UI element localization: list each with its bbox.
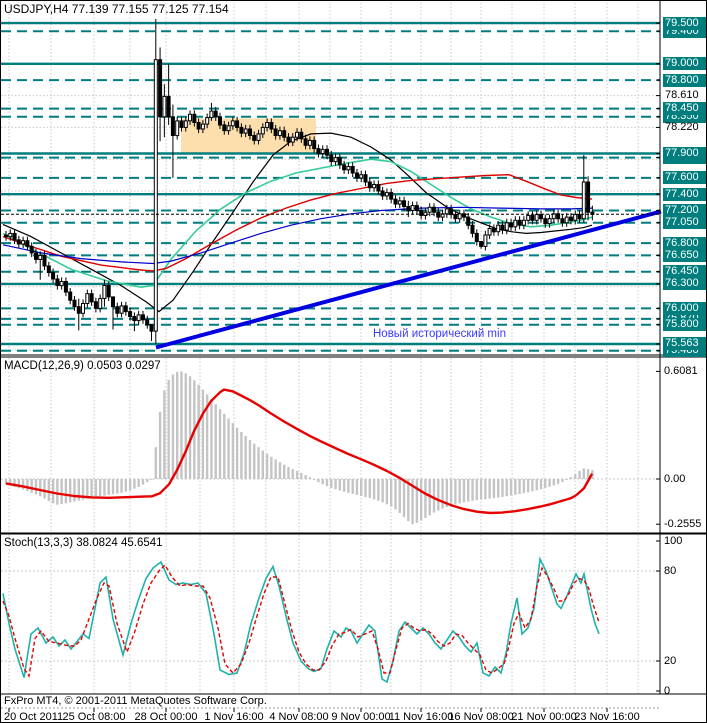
date-tick-label: 1 Nov 16:00 bbox=[204, 711, 264, 723]
stoch-scale-label: 100 bbox=[664, 535, 683, 547]
ma-black-line bbox=[2, 132, 593, 313]
macd-scale-label: -0.2555 bbox=[664, 518, 702, 530]
price-scale-label: 78.220 bbox=[665, 121, 699, 133]
stoch-indicator-label: Stoch(13,3,3) 38.0824 45.6541 bbox=[4, 537, 163, 549]
new-historic-min-annotation: Новый исторический min bbox=[373, 328, 506, 340]
price-level-label: 75.800 bbox=[663, 318, 706, 331]
stoch-main-line bbox=[2, 556, 600, 684]
date-tick-label: 9 Nov 00:00 bbox=[331, 711, 391, 723]
stoch-scale-label: 0 bbox=[664, 685, 671, 697]
stoch-signal-line bbox=[2, 563, 600, 678]
price-level-label: 76.300 bbox=[663, 277, 706, 290]
date-tick-label: 21 Nov 00:00 bbox=[511, 711, 577, 723]
price-level-label: 77.050 bbox=[663, 216, 706, 229]
candles bbox=[4, 19, 595, 344]
macd-histogram bbox=[4, 371, 594, 525]
price-level-label: 79.000 bbox=[663, 57, 706, 70]
date-tick-label: 16 Nov 08:00 bbox=[448, 711, 514, 723]
ma-red-line bbox=[2, 173, 593, 272]
copyright-text: FxPro MT4, © 2001-2011 MetaQuotes Softwa… bbox=[4, 695, 267, 707]
price-level-label: 77.900 bbox=[663, 147, 706, 160]
date-tick-label: 28 Oct 00:00 bbox=[134, 711, 198, 723]
price-level-label: 76.650 bbox=[663, 249, 706, 262]
date-tick-label: 23 Nov 16:00 bbox=[574, 711, 640, 723]
macd-indicator-label: MACD(12,26,9) 0.0503 0.0297 bbox=[4, 360, 161, 372]
ma-blue-line bbox=[2, 206, 593, 265]
date-tick-label: 4 Nov 08:00 bbox=[269, 711, 329, 723]
price-level-label: 76.000 bbox=[663, 302, 706, 315]
panel-borders bbox=[1, 1, 706, 709]
price-level-label: 77.600 bbox=[663, 171, 706, 184]
macd-scale-label: 0.00 bbox=[664, 473, 686, 485]
price-level-label: 78.800 bbox=[663, 74, 706, 87]
date-tick-label: 20 Oct 2011 bbox=[4, 711, 64, 723]
price-level-label: 79.500 bbox=[663, 17, 706, 30]
chart-title: USDJPY,H4 77.139 77.155 77.125 77.154 bbox=[4, 2, 229, 16]
date-tick-label: 25 Oct 08:00 bbox=[62, 711, 126, 723]
macd-scale-label: 0.6081 bbox=[664, 365, 698, 377]
price-level-label: 76.800 bbox=[663, 237, 706, 250]
price-level-label: 76.450 bbox=[663, 265, 706, 278]
stoch-scale-label: 20 bbox=[664, 655, 677, 667]
price-level-label: 75.563 bbox=[663, 337, 706, 350]
date-tick-label: 11 Nov 16:00 bbox=[388, 711, 454, 723]
price-level-label: 78.450 bbox=[663, 102, 706, 115]
price-scale-label: 78.610 bbox=[665, 89, 699, 101]
macd-signal-line bbox=[5, 388, 594, 515]
stoch-scale-label: 80 bbox=[664, 565, 677, 577]
price-level-label: 77.400 bbox=[663, 188, 706, 201]
vertical-gridlines bbox=[8, 3, 639, 694]
axis-ticks bbox=[8, 22, 660, 712]
price-level-label: 77.200 bbox=[663, 204, 706, 217]
ascending-trendline[interactable] bbox=[155, 209, 662, 350]
